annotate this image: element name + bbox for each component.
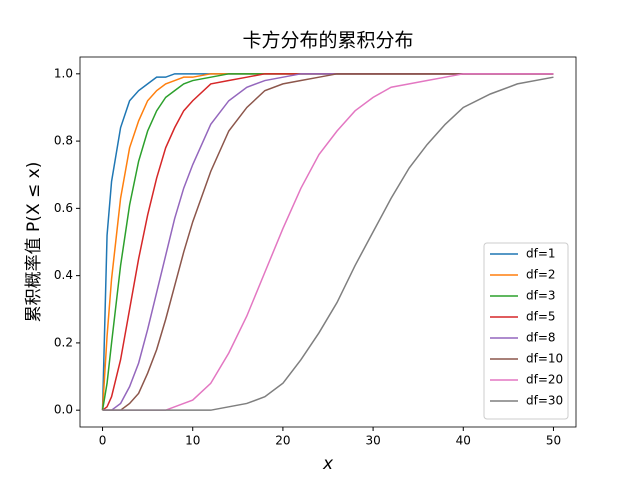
series-line <box>102 76 554 411</box>
series-line <box>102 73 554 411</box>
x-tick-label: 40 <box>456 434 471 448</box>
y-tick-label: 0.2 <box>54 335 73 349</box>
y-tick-label: 0.6 <box>54 201 73 215</box>
x-tick-label: 0 <box>99 434 107 448</box>
legend-label: df=1 <box>526 247 556 261</box>
legend-box <box>483 242 569 420</box>
x-tick-label: 30 <box>365 434 380 448</box>
legend-label: df=10 <box>526 352 563 366</box>
x-axis-label: x <box>322 454 334 474</box>
y-tick-label: 0.8 <box>54 134 73 148</box>
y-axis-label: 累积概率值 P(X ≤ x) <box>24 162 44 323</box>
chart-title: 卡方分布的累积分布 <box>242 30 413 52</box>
x-tick-label: 50 <box>546 434 561 448</box>
legend-label: df=3 <box>526 289 556 303</box>
y-tick-label: 0.0 <box>54 403 73 417</box>
y-tick-label: 0.4 <box>54 268 73 282</box>
legend-label: df=8 <box>526 331 556 345</box>
plot-frame <box>79 56 577 428</box>
legend-label: df=5 <box>526 310 556 324</box>
y-tick-label: 1.0 <box>54 66 73 80</box>
legend-label: df=20 <box>526 373 563 387</box>
legend-label: df=2 <box>526 268 556 282</box>
x-tick-label: 20 <box>275 434 290 448</box>
legend-label: df=30 <box>526 394 563 408</box>
x-tick-label: 10 <box>185 434 200 448</box>
